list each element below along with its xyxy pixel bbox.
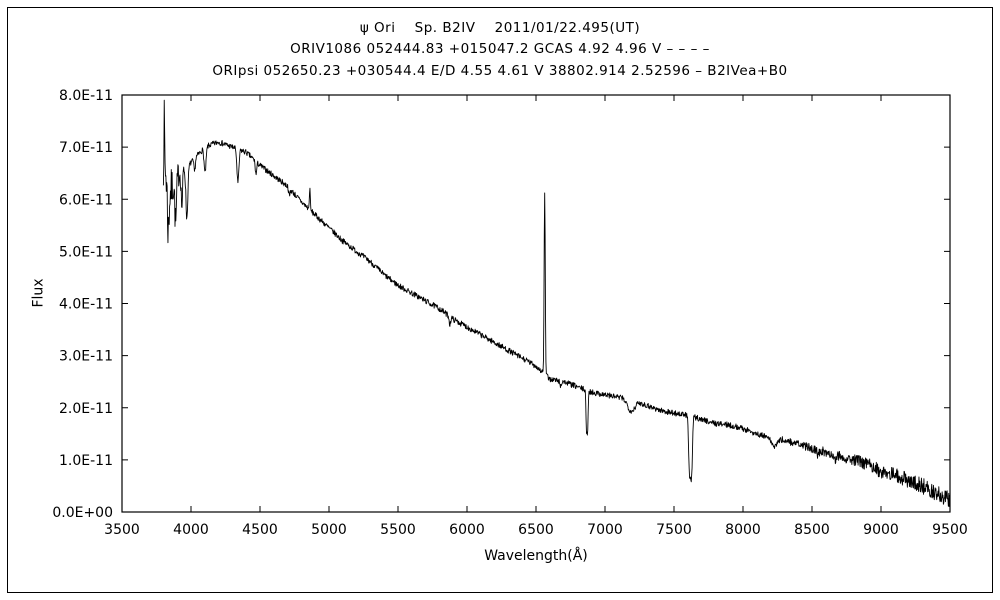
- plot-border: [121, 94, 951, 513]
- y-tick-label: 4.0E-11: [59, 297, 113, 313]
- x-tick-label: 5500: [380, 522, 416, 538]
- x-tick-label: 6500: [518, 522, 554, 538]
- y-tick-label: 7.0E-11: [59, 140, 113, 156]
- spectrum-line: [162, 99, 951, 507]
- x-tick-label: 4500: [242, 522, 278, 538]
- x-tick-label: 8000: [725, 522, 761, 538]
- x-tick-label: 8500: [794, 522, 830, 538]
- x-tick-label: 6000: [449, 522, 485, 538]
- chart-title-line-1: ψ Ori Sp. B2IV 2011/01/22.495(UT): [359, 20, 641, 36]
- chart-title-line-3: ORIpsi 052650.23 +030544.4 E/D 4.55 4.61…: [212, 63, 788, 79]
- figure-border: [7, 7, 993, 593]
- x-tick-label: 7000: [587, 522, 623, 538]
- x-tick-label: 9000: [863, 522, 899, 538]
- y-tick-label: 1.0E-11: [59, 453, 113, 469]
- y-tick-label: 6.0E-11: [59, 192, 113, 208]
- y-tick-label: 5.0E-11: [59, 244, 113, 260]
- x-tick-label: 3500: [104, 522, 140, 538]
- y-tick-label: 8.0E-11: [59, 88, 113, 104]
- x-tick-label: 7500: [656, 522, 692, 538]
- chart-title-line-2: ORIV1086 052444.83 +015047.2 GCAS 4.92 4…: [290, 41, 710, 57]
- x-axis-label: Wavelength(Å): [484, 548, 588, 564]
- y-tick-label: 2.0E-11: [59, 401, 113, 417]
- y-tick-label: 3.0E-11: [59, 349, 113, 365]
- x-tick-label: 4000: [173, 522, 209, 538]
- tick-marks: [121, 94, 951, 513]
- tick-labels: 3500 4000 4500 5000 5500 6000 6500 7000 7500 8000…: [52, 88, 967, 538]
- x-tick-label: 5000: [311, 522, 347, 538]
- y-tick-label: 0.0E+00: [52, 505, 113, 521]
- x-tick-label: 9500: [932, 522, 968, 538]
